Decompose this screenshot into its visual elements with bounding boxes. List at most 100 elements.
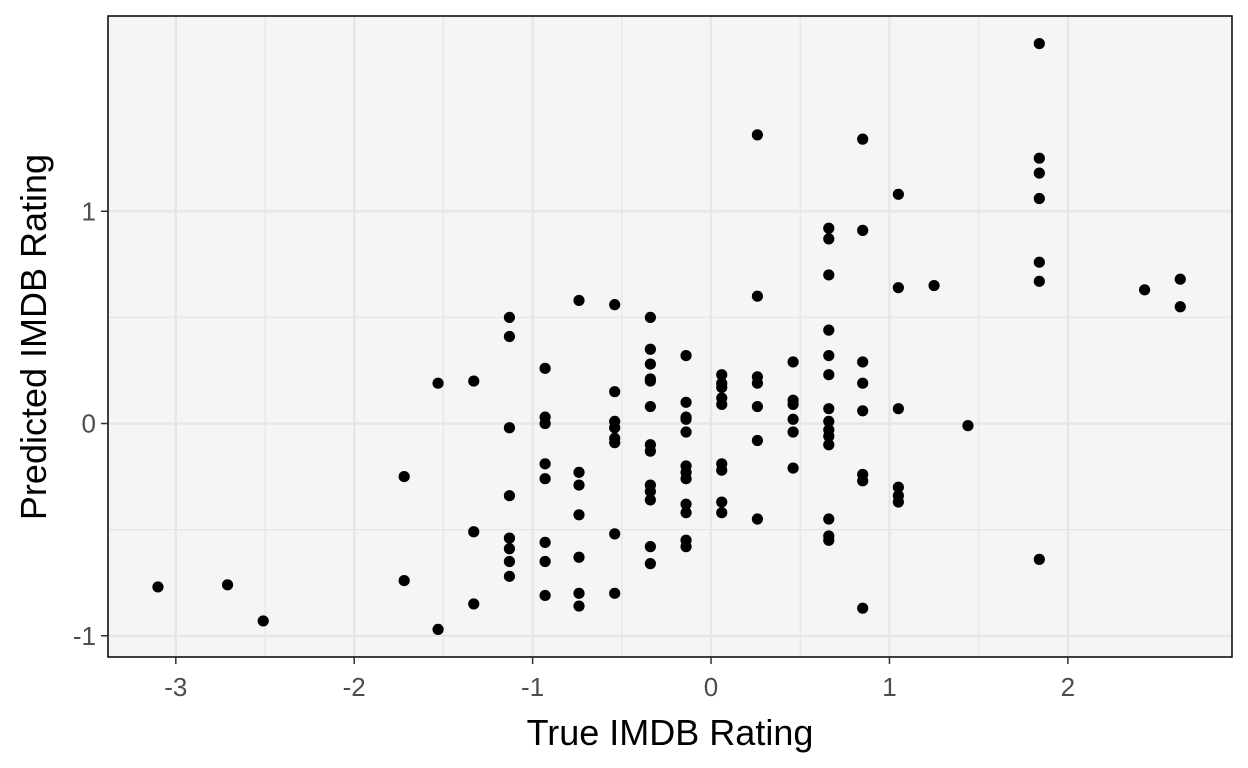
- data-point: [928, 279, 940, 292]
- data-point: [787, 426, 799, 438]
- data-point: [857, 602, 869, 614]
- data-point: [892, 188, 904, 200]
- data-point: [823, 403, 835, 415]
- data-point: [823, 534, 835, 546]
- data-point: [857, 405, 869, 417]
- data-point: [539, 417, 551, 430]
- data-point: [892, 282, 904, 294]
- data-point: [751, 290, 764, 302]
- data-point: [857, 475, 869, 487]
- data-point: [573, 509, 585, 521]
- x-axis-title: True IMDB Rating: [527, 712, 814, 753]
- data-point: [432, 623, 444, 636]
- data-point: [539, 536, 551, 548]
- data-point: [962, 420, 974, 432]
- y-axis: -1 0 1: [73, 196, 108, 651]
- data-point: [398, 574, 410, 587]
- x-tick-label: 0: [704, 672, 718, 702]
- data-point: [644, 541, 656, 553]
- data-point: [892, 481, 904, 493]
- data-point: [644, 558, 656, 570]
- data-point: [823, 415, 835, 428]
- data-point: [680, 413, 692, 425]
- data-point: [787, 398, 799, 411]
- x-axis: -3 -2 -1 0 1 2: [164, 657, 1075, 702]
- data-point: [644, 375, 656, 387]
- data-point: [1033, 256, 1045, 268]
- data-point: [680, 396, 692, 408]
- data-point: [823, 513, 835, 525]
- data-point: [539, 589, 551, 602]
- data-point: [680, 426, 692, 438]
- data-point: [609, 437, 621, 449]
- data-point: [609, 528, 621, 540]
- data-point: [573, 466, 585, 478]
- data-point: [503, 570, 516, 582]
- data-point: [823, 222, 835, 234]
- data-point: [503, 555, 516, 568]
- data-point: [432, 377, 444, 389]
- data-point: [1033, 167, 1045, 179]
- data-point: [644, 494, 656, 506]
- data-point: [716, 381, 728, 394]
- data-point: [892, 403, 904, 415]
- data-point: [573, 600, 585, 612]
- grid-lines: [108, 16, 1232, 657]
- x-tick-label: -1: [521, 672, 544, 702]
- x-tick-label: -2: [343, 672, 366, 702]
- data-point: [787, 462, 799, 474]
- data-point: [539, 362, 551, 374]
- data-point: [716, 464, 728, 476]
- data-point: [644, 485, 656, 498]
- data-point: [857, 133, 869, 145]
- data-point: [609, 386, 621, 398]
- y-tick-label: 1: [82, 196, 96, 226]
- y-tick-label: -1: [73, 621, 96, 651]
- data-point: [823, 350, 835, 362]
- data-point: [398, 470, 410, 483]
- data-point: [751, 129, 764, 141]
- data-point: [644, 400, 656, 413]
- data-point: [1033, 152, 1045, 164]
- plot-panel: [108, 16, 1232, 657]
- data-point: [892, 496, 904, 508]
- data-point: [221, 579, 234, 591]
- x-tick-label: 1: [882, 672, 896, 702]
- data-point: [823, 324, 835, 336]
- data-point: [503, 490, 516, 502]
- data-point: [468, 526, 480, 538]
- data-point: [1138, 284, 1151, 296]
- data-point: [503, 543, 516, 555]
- data-point: [503, 422, 516, 434]
- data-point: [680, 541, 692, 553]
- plot-border: [107, 15, 1233, 658]
- data-point: [573, 294, 585, 307]
- data-point: [573, 587, 585, 599]
- data-point: [787, 356, 799, 368]
- data-point: [539, 473, 551, 485]
- data-point: [503, 311, 516, 323]
- data-point: [787, 413, 799, 425]
- data-point: [539, 458, 551, 470]
- y-tick-label: 0: [82, 409, 96, 439]
- data-point: [716, 507, 728, 519]
- data-point: [609, 422, 621, 434]
- data-point: [751, 377, 764, 389]
- data-point: [644, 343, 656, 355]
- data-point: [823, 430, 835, 442]
- y-axis-title: Predicted IMDB Rating: [13, 154, 54, 520]
- data-point: [857, 224, 869, 236]
- data-point: [1033, 553, 1045, 565]
- data-point: [503, 532, 516, 544]
- data-point: [609, 587, 621, 599]
- data-point: [680, 473, 692, 485]
- data-point: [1033, 192, 1045, 205]
- data-point: [644, 358, 656, 370]
- x-tick-label: 2: [1061, 672, 1075, 702]
- data-points: [152, 37, 1186, 636]
- data-point: [716, 398, 728, 411]
- data-point: [468, 598, 480, 610]
- data-point: [857, 356, 869, 368]
- data-point: [644, 311, 656, 323]
